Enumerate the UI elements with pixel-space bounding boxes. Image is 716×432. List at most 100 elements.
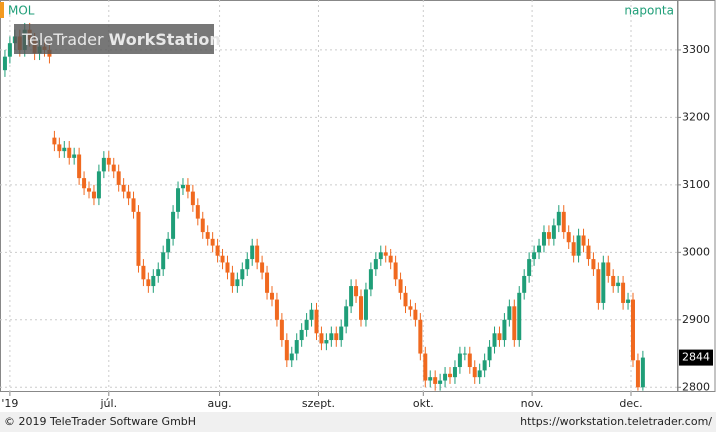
candle-body <box>329 333 334 341</box>
candle-body <box>121 184 126 192</box>
candle-body <box>166 238 171 253</box>
candle-body <box>265 272 270 293</box>
candle-body <box>240 269 245 280</box>
candle-body <box>507 306 512 320</box>
candle-body <box>512 306 517 341</box>
candle-body <box>438 380 443 384</box>
candle-body <box>274 299 279 320</box>
candle-body <box>151 275 156 287</box>
watermark: TeleTrader WorkStation <box>21 30 221 49</box>
url: https://workstation.teletrader.com/ <box>520 415 712 428</box>
candle-body <box>161 252 166 270</box>
x-tick-label: okt. <box>413 397 434 410</box>
candle-body <box>482 360 487 371</box>
candle-body <box>319 333 324 344</box>
candle-body <box>111 164 116 172</box>
candle-body <box>576 235 581 256</box>
candle-body <box>309 309 314 320</box>
candle-body <box>448 373 453 378</box>
candle-body <box>116 171 121 185</box>
candle-body <box>630 299 635 361</box>
candle-body <box>383 252 388 256</box>
x-tick-label: aug. <box>207 397 231 410</box>
candle-body <box>294 340 299 354</box>
symbol: MOL <box>8 4 35 18</box>
candle-body <box>289 353 294 361</box>
x-tick-label: nov. <box>521 397 544 410</box>
candle-body <box>126 191 131 199</box>
candle-body <box>106 157 111 165</box>
candle-body <box>596 269 601 303</box>
candle-body <box>250 245 255 260</box>
candle-body <box>141 265 146 280</box>
footer-bar <box>0 412 716 432</box>
candle-body <box>378 252 383 260</box>
candle-body <box>359 296 364 320</box>
candle-body <box>487 346 492 361</box>
candle-body <box>2 56 7 71</box>
candle-body <box>339 326 344 341</box>
plot-frame <box>0 0 678 392</box>
candle-body <box>517 292 522 341</box>
candle-body <box>606 262 611 276</box>
candle-body <box>635 360 640 388</box>
candle-body <box>245 259 250 270</box>
candle-body <box>413 309 418 320</box>
candle-body <box>52 137 57 145</box>
candle-body <box>457 353 462 368</box>
candle-body <box>626 299 631 303</box>
candle-body <box>195 205 200 219</box>
x-tick-label: júl. <box>99 397 117 410</box>
candle-body <box>101 157 106 172</box>
candle-body <box>176 188 181 212</box>
candle-body <box>299 329 304 341</box>
candle-body <box>91 191 96 199</box>
candle-body <box>611 275 616 287</box>
candle-body <box>67 147 72 158</box>
candle-body <box>284 340 289 361</box>
interval: naponta <box>624 4 674 18</box>
candle-body <box>304 319 309 330</box>
candle-body <box>324 340 329 344</box>
candle-body <box>131 198 136 212</box>
y-tick-label: 3200 <box>682 110 710 123</box>
candle-body <box>586 245 591 260</box>
y-tick-label: 3300 <box>682 43 710 56</box>
candle-body <box>334 333 339 341</box>
candle-body <box>354 286 359 297</box>
candle-body <box>87 188 92 192</box>
candle-body <box>200 218 205 233</box>
candle-body <box>403 292 408 307</box>
candle-body <box>581 235 586 246</box>
candle-body <box>418 319 423 354</box>
candle-body <box>235 279 240 287</box>
candle-body <box>269 292 274 300</box>
candle-body <box>497 333 502 341</box>
candle-body <box>190 191 195 206</box>
candle-body <box>156 269 161 276</box>
candle-body <box>388 255 393 263</box>
x-tick-label: szept. <box>302 397 335 410</box>
candle-body <box>537 245 542 253</box>
candle-body <box>225 262 230 273</box>
candle-body <box>452 367 457 378</box>
candle-body <box>349 286 354 307</box>
candle-body <box>136 211 141 266</box>
candle-body <box>314 309 319 334</box>
watermark-box <box>14 24 214 54</box>
candle-body <box>541 232 546 246</box>
y-tick-label: 3100 <box>682 178 710 191</box>
candle-body <box>62 147 67 152</box>
candle-body <box>502 319 507 341</box>
candle-body <box>566 232 571 243</box>
candle-body <box>230 272 235 287</box>
candle-body <box>532 252 537 260</box>
candle-body <box>77 154 82 179</box>
candle-body <box>96 171 101 199</box>
candle-body <box>205 232 210 239</box>
candle-body <box>72 154 77 158</box>
candle-body <box>492 333 497 347</box>
candle-body <box>279 319 284 341</box>
candle-body <box>171 211 176 239</box>
